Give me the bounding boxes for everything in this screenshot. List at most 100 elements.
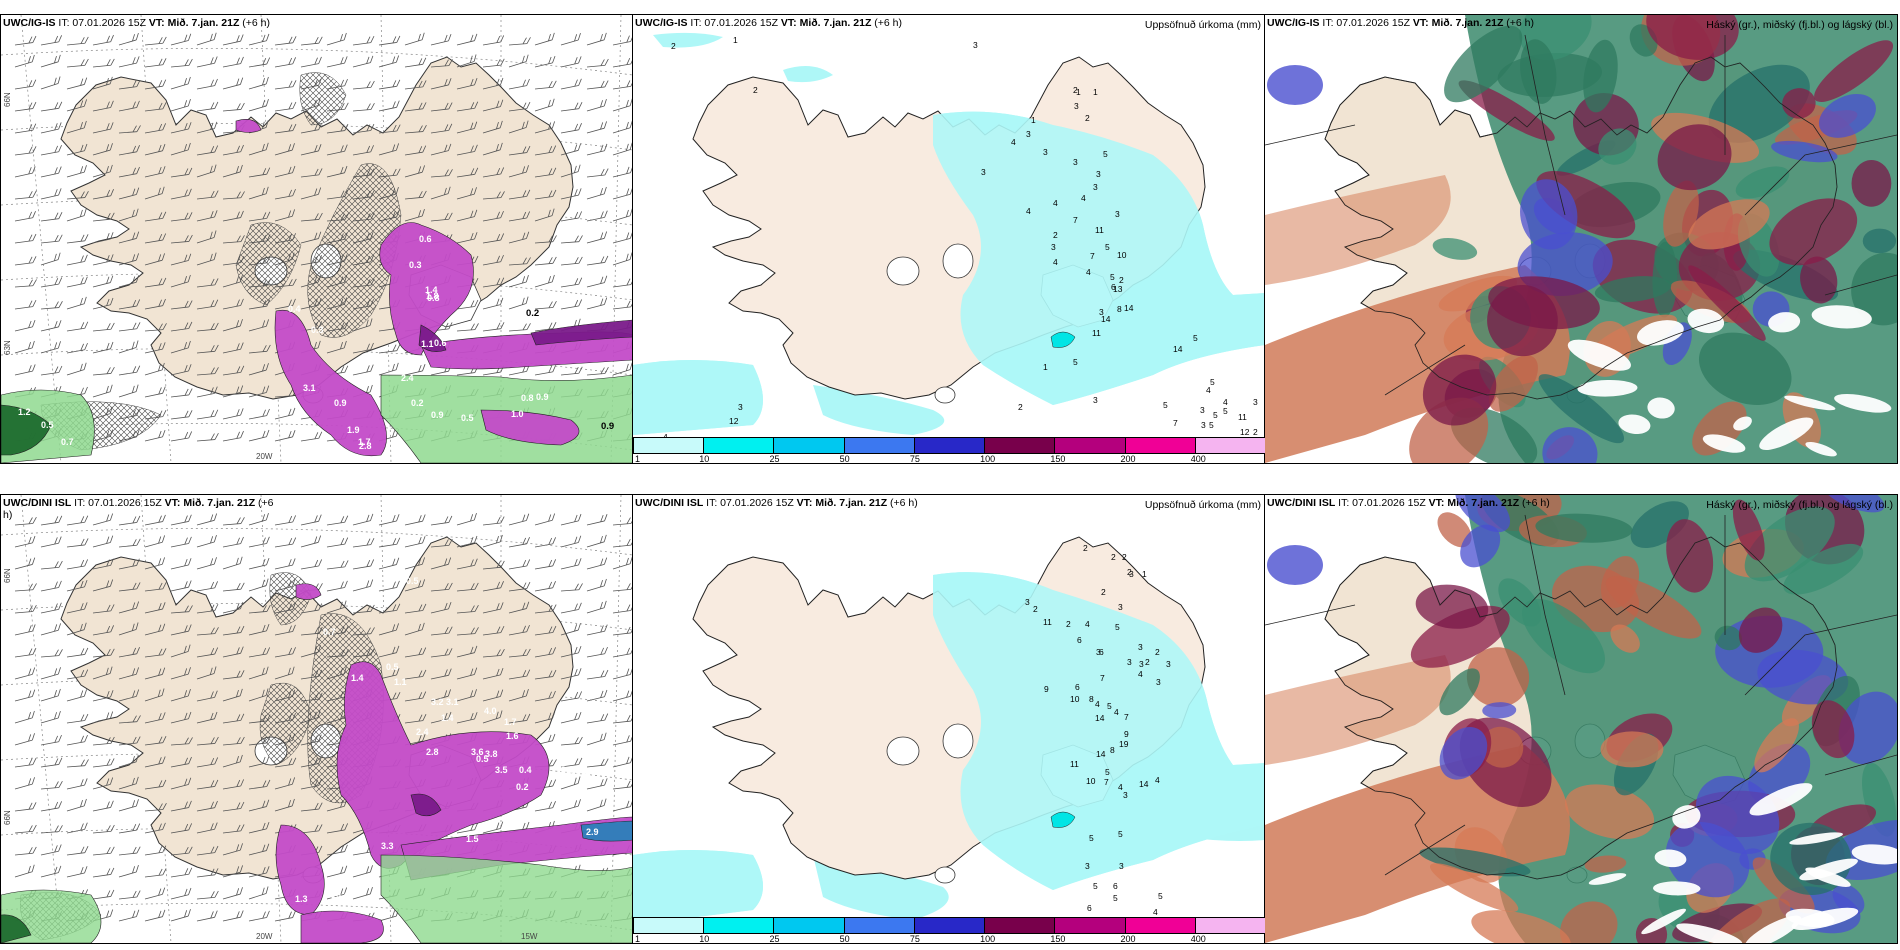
precip-value-label: 3 [1166, 659, 1171, 669]
wind-barb-icon [456, 323, 479, 332]
colorbar-swatch [1124, 917, 1196, 934]
wind-barb-icon [222, 779, 245, 790]
precip-value-label: 5 [1089, 833, 1094, 843]
wind-barb-icon [560, 602, 582, 614]
precip-value-label: 2 [1253, 427, 1258, 437]
wind-barb-icon [92, 777, 114, 790]
wind-barb-icon [456, 167, 479, 178]
wind-barb-icon [352, 865, 373, 878]
precip-value-label: 2.4 [401, 373, 414, 383]
wind-barb-icon [66, 559, 89, 570]
wind-barb-icon [430, 59, 453, 68]
wind-barb-icon [456, 187, 477, 200]
wind-barb-icon [14, 364, 36, 376]
wind-barb-icon [40, 234, 63, 244]
precip-value-label: 4 [1223, 397, 1228, 407]
wind-barb-icon [586, 168, 609, 178]
wind-barb-icon [560, 535, 582, 548]
precip-colorbar: 1 10 25 50 75 100 150 200 400 [633, 437, 1265, 463]
cloud-gap [1811, 305, 1872, 329]
wind-barb-icon [404, 32, 425, 46]
precip-value-label: 2 [1155, 647, 1160, 657]
wind-barb-icon [118, 79, 141, 90]
cloud-gap [1676, 923, 1743, 943]
wind-barb-icon [14, 864, 35, 878]
precip-value-label: 0.6 [419, 234, 432, 244]
colorbar-swatch [703, 917, 775, 934]
precip-value-label: 1 [1076, 87, 1081, 97]
wind-barb-icon [300, 231, 322, 244]
wind-barb-icon [248, 429, 270, 442]
wind-barb-icon [92, 800, 114, 812]
lat-label: 66N [3, 568, 12, 583]
cloud-gap [1637, 320, 1684, 346]
wind-barb-icon [118, 515, 141, 526]
wind-barb-icon [170, 846, 193, 856]
wind-barb-icon [40, 667, 61, 680]
wind-barb-icon [274, 777, 296, 790]
wind-barb-icon [170, 514, 192, 526]
wind-barb-icon [248, 536, 270, 548]
wind-barb-icon [404, 57, 427, 68]
precip-value-label: 2 [1111, 552, 1116, 562]
wind-barb-icon [274, 80, 297, 90]
wind-barb-icon [14, 733, 35, 746]
wind-barb-icon [170, 737, 193, 746]
wind-barb-icon [196, 513, 218, 526]
cloud-cell [1598, 128, 1637, 165]
wind-barb-icon [508, 145, 531, 156]
region-border-line [1524, 34, 1566, 216]
colorbar-swatch [1194, 917, 1265, 934]
cloud-cell [1432, 237, 1478, 260]
precip-value-label: 12 [729, 416, 739, 426]
cloud-gap [1672, 805, 1701, 829]
wind-barb-icon [274, 798, 295, 812]
wind-barb-icon [560, 211, 583, 222]
glacier-langjokull [886, 256, 920, 286]
colorbar-tick-label: 50 [839, 934, 850, 944]
wind-barb-icon [248, 99, 269, 112]
precip-area [380, 854, 633, 943]
wind-barb-icon [404, 557, 426, 570]
wind-barb-icon [222, 736, 245, 746]
precip-value-label: 4 [1114, 707, 1119, 717]
wind-barb-icon [170, 644, 191, 658]
precip-area [783, 66, 833, 83]
wind-barb-icon [586, 297, 608, 310]
wind-barb-icon [92, 758, 115, 768]
wind-barb-icon [326, 515, 349, 526]
wind-barb-icon [14, 146, 37, 156]
precip-value-label: 3 [1127, 657, 1132, 667]
panel-header: UWC/IG-IS IT: 07.01.2026 15Z VT: Mið. 7.… [1267, 17, 1535, 29]
wind-barb-icon [14, 557, 36, 570]
precip-value-label: 3 [1156, 677, 1161, 687]
wind-barb-icon [14, 340, 35, 354]
wind-barb-icon [586, 121, 607, 134]
wind-barb-icon [144, 667, 166, 680]
precip-value-label: 2 [1145, 657, 1150, 667]
precip-value-label: 0.5 [406, 576, 419, 586]
wind-barb-icon [378, 580, 400, 592]
precip-value-label: 1.3 [295, 894, 308, 904]
wind-barb-icon [40, 188, 62, 200]
wind-barb-icon [586, 275, 608, 288]
wind-barb-icon [274, 647, 296, 658]
wind-barb-icon [170, 99, 191, 112]
wind-barb-icon [144, 386, 166, 398]
precip-value-label: 11 [1238, 412, 1247, 422]
wind-barb-icon [14, 211, 36, 222]
cloud-cell [1439, 726, 1488, 780]
wind-barb-icon [534, 625, 557, 636]
wind-barb-icon [170, 410, 193, 420]
wind-barb-icon [196, 367, 219, 376]
precip-shading-ice [633, 111, 1265, 435]
wind-barb-icon [586, 798, 607, 812]
wind-barb-icon [196, 757, 219, 768]
wind-barb-icon [66, 254, 88, 266]
precip-value-label: 2 [1018, 402, 1023, 412]
wind-barb-icon [222, 865, 243, 878]
precip-value-label: 2 [1119, 275, 1124, 285]
wind-barb-icon [352, 364, 374, 376]
wind-barb-icon [326, 865, 348, 878]
cloud-gap [1805, 441, 1837, 457]
